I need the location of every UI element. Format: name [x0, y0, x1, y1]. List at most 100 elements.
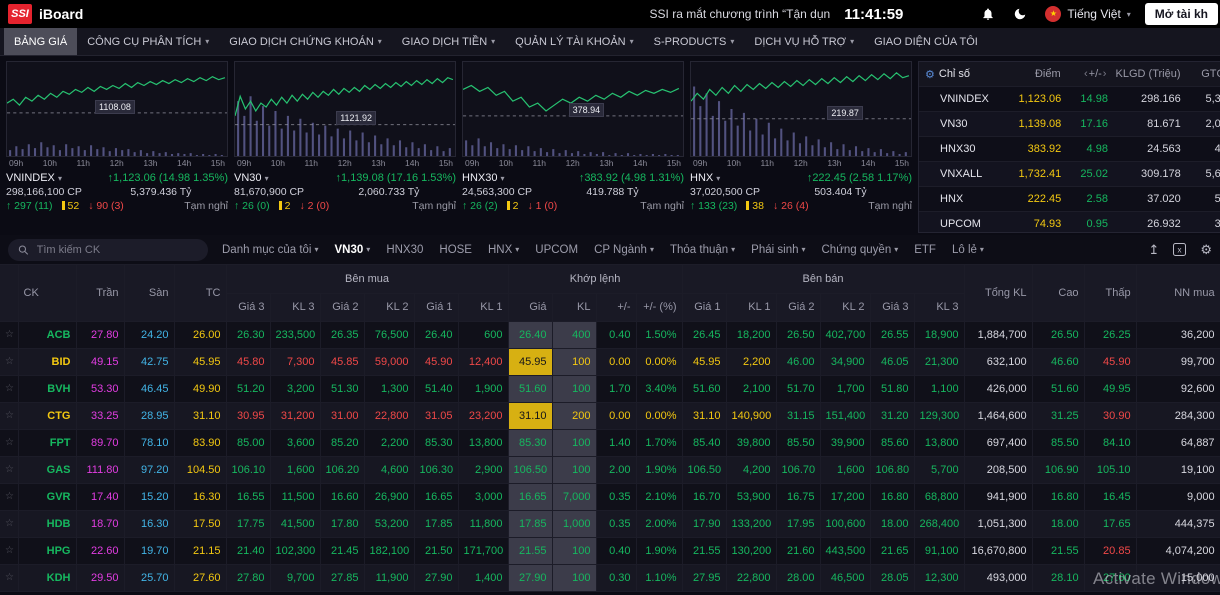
ticker-symbol[interactable]: GVR: [18, 483, 76, 510]
low-cell[interactable]: 105.10: [1084, 456, 1136, 483]
sell-price-2-cell[interactable]: 46.00: [776, 348, 820, 375]
buy-volume-2-cell[interactable]: 22,800: [364, 402, 414, 429]
floor-cell[interactable]: 24.20: [124, 321, 174, 348]
sub-col-header[interactable]: KL 1: [726, 293, 776, 321]
pin-icon[interactable]: ☆: [0, 537, 18, 564]
reference-cell[interactable]: 104.50: [174, 456, 226, 483]
buy-volume-1-cell[interactable]: 1,900: [458, 375, 508, 402]
match-change-cell[interactable]: 0.35: [596, 483, 636, 510]
buy-price-3-cell[interactable]: 21.40: [226, 537, 270, 564]
sell-volume-2-cell[interactable]: 17,200: [820, 483, 870, 510]
reference-cell[interactable]: 45.95: [174, 348, 226, 375]
match-volume-cell[interactable]: 100: [552, 456, 596, 483]
total-volume-cell[interactable]: 632,100: [964, 348, 1032, 375]
buy-volume-1-cell[interactable]: 12,400: [458, 348, 508, 375]
sell-volume-2-cell[interactable]: 39,900: [820, 429, 870, 456]
sell-volume-1-cell[interactable]: 4,200: [726, 456, 776, 483]
quote-row-ctg[interactable]: ☆CTG33.2528.9531.1030.9531,20031.0022,80…: [0, 402, 1220, 429]
reference-cell[interactable]: 26.00: [174, 321, 226, 348]
sell-price-3-cell[interactable]: 31.20: [870, 402, 914, 429]
reference-cell[interactable]: 27.60: [174, 564, 226, 591]
sub-col-header[interactable]: Giá 1: [414, 293, 458, 321]
foreign-buy-cell[interactable]: 15,000: [1136, 564, 1220, 591]
high-cell[interactable]: 106.90: [1032, 456, 1084, 483]
match-change-cell[interactable]: 0.00: [596, 402, 636, 429]
buy-price-2-cell[interactable]: 16.60: [320, 483, 364, 510]
match-price-cell[interactable]: 45.95: [508, 348, 552, 375]
sell-price-3-cell[interactable]: 28.05: [870, 564, 914, 591]
match-change-percent-cell[interactable]: 0.00%: [636, 348, 682, 375]
match-price-cell[interactable]: 51.60: [508, 375, 552, 402]
total-volume-cell[interactable]: 426,000: [964, 375, 1032, 402]
menu-item[interactable]: GIAO DỊCH TIỀN▾: [392, 28, 505, 55]
sell-price-3-cell[interactable]: 85.60: [870, 429, 914, 456]
open-account-button[interactable]: Mở tài kh: [1145, 3, 1218, 25]
sell-price-3-cell[interactable]: 21.65: [870, 537, 914, 564]
menu-item[interactable]: QUẢN LÝ TÀI KHOẢN▾: [505, 28, 643, 55]
pin-icon[interactable]: ☆: [0, 564, 18, 591]
board-tab-hnx30[interactable]: HNX30: [386, 244, 423, 256]
excel-export-icon[interactable]: x: [1173, 243, 1186, 256]
ceiling-cell[interactable]: 22.60: [76, 537, 124, 564]
sell-volume-1-cell[interactable]: 2,100: [726, 375, 776, 402]
pin-icon[interactable]: ☆: [0, 510, 18, 537]
high-cell[interactable]: 18.00: [1032, 510, 1084, 537]
sell-volume-1-cell[interactable]: 130,200: [726, 537, 776, 564]
buy-volume-2-cell[interactable]: 11,900: [364, 564, 414, 591]
buy-price-2-cell[interactable]: 51.30: [320, 375, 364, 402]
buy-price-2-cell[interactable]: 17.80: [320, 510, 364, 537]
total-volume-cell[interactable]: 16,670,800: [964, 537, 1032, 564]
quote-row-gas[interactable]: ☆GAS111.8097.20104.50106.101,600106.204,…: [0, 456, 1220, 483]
sell-price-1-cell[interactable]: 27.95: [682, 564, 726, 591]
sell-price-1-cell[interactable]: 16.70: [682, 483, 726, 510]
foreign-buy-cell[interactable]: 284,300: [1136, 402, 1220, 429]
sub-col-header[interactable]: +/- (%): [636, 293, 682, 321]
buy-volume-3-cell[interactable]: 1,600: [270, 456, 320, 483]
buy-volume-1-cell[interactable]: 13,800: [458, 429, 508, 456]
sell-price-1-cell[interactable]: 26.45: [682, 321, 726, 348]
sell-price-2-cell[interactable]: 31.15: [776, 402, 820, 429]
sell-price-2-cell[interactable]: 106.70: [776, 456, 820, 483]
high-cell[interactable]: 28.10: [1032, 564, 1084, 591]
pin-icon[interactable]: ☆: [0, 456, 18, 483]
sell-price-3-cell[interactable]: 51.80: [870, 375, 914, 402]
sell-volume-1-cell[interactable]: 18,200: [726, 321, 776, 348]
quote-row-bvh[interactable]: ☆BVH53.3046.4549.9051.203,20051.301,3005…: [0, 375, 1220, 402]
sub-col-header[interactable]: Giá 3: [226, 293, 270, 321]
ticker-symbol[interactable]: BID: [18, 348, 76, 375]
buy-volume-1-cell[interactable]: 3,000: [458, 483, 508, 510]
low-cell[interactable]: 84.10: [1084, 429, 1136, 456]
reference-cell[interactable]: 17.50: [174, 510, 226, 537]
ticker-symbol[interactable]: CTG: [18, 402, 76, 429]
floor-cell[interactable]: 15.20: [124, 483, 174, 510]
sell-price-2-cell[interactable]: 28.00: [776, 564, 820, 591]
board-tab-etf[interactable]: ETF: [914, 244, 936, 256]
match-change-cell[interactable]: 0.40: [596, 537, 636, 564]
match-change-cell[interactable]: 0.00: [596, 348, 636, 375]
buy-price-3-cell[interactable]: 30.95: [226, 402, 270, 429]
pin-icon[interactable]: ☆: [0, 321, 18, 348]
buy-price-3-cell[interactable]: 51.20: [226, 375, 270, 402]
sell-volume-3-cell[interactable]: 5,700: [914, 456, 964, 483]
buy-price-1-cell[interactable]: 85.30: [414, 429, 458, 456]
total-volume-cell[interactable]: 1,464,600: [964, 402, 1032, 429]
buy-volume-3-cell[interactable]: 41,500: [270, 510, 320, 537]
match-change-cell[interactable]: 2.00: [596, 456, 636, 483]
buy-volume-1-cell[interactable]: 600: [458, 321, 508, 348]
match-price-cell[interactable]: 27.90: [508, 564, 552, 591]
sub-col-header[interactable]: Giá: [508, 293, 552, 321]
buy-price-3-cell[interactable]: 26.30: [226, 321, 270, 348]
buy-price-2-cell[interactable]: 106.20: [320, 456, 364, 483]
sell-price-1-cell[interactable]: 17.90: [682, 510, 726, 537]
buy-price-2-cell[interactable]: 26.35: [320, 321, 364, 348]
low-cell[interactable]: 20.85: [1084, 537, 1136, 564]
ticker-symbol[interactable]: HPG: [18, 537, 76, 564]
board-tab-vn30[interactable]: VN30▾: [335, 244, 371, 256]
buy-volume-3-cell[interactable]: 3,200: [270, 375, 320, 402]
sell-price-3-cell[interactable]: 18.00: [870, 510, 914, 537]
foreign-buy-cell[interactable]: 36,200: [1136, 321, 1220, 348]
buy-volume-2-cell[interactable]: 76,500: [364, 321, 414, 348]
gear-icon[interactable]: ⚙: [925, 68, 935, 81]
reference-cell[interactable]: 83.90: [174, 429, 226, 456]
high-cell[interactable]: 21.55: [1032, 537, 1084, 564]
